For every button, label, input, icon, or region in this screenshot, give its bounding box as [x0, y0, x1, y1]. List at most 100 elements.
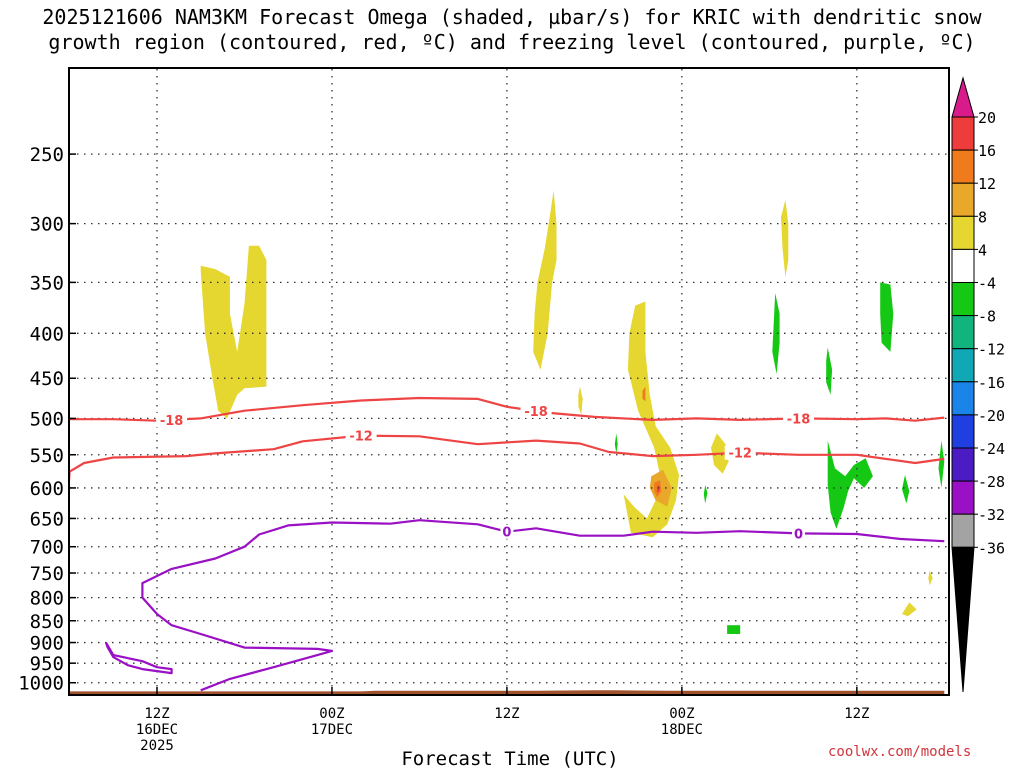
colorbar-swatch-6	[951, 282, 975, 317]
y-tick-label-1000: 1000	[18, 673, 64, 695]
omega-region-0	[200, 245, 267, 419]
colorbar-swatch-11	[951, 447, 975, 482]
contour-line-3	[104, 642, 173, 675]
colorbar-top-triangle	[951, 76, 975, 118]
x-tick-label-42-1: 18DEC	[661, 722, 703, 738]
omega-region-1	[533, 190, 557, 370]
x-tick-label-18-1: 17DEC	[311, 722, 353, 738]
x-tick-label-54-0: 12Z	[844, 706, 869, 722]
colorbar-swatch-1	[951, 116, 975, 151]
y-tick-label-800: 800	[30, 588, 64, 610]
y-tick-label-650: 650	[30, 508, 64, 530]
y-tick-label-300: 300	[30, 214, 64, 236]
colorbar-label-7: -12	[978, 341, 1005, 359]
colorbar-label-5: -4	[978, 275, 996, 293]
omega-region-6	[928, 570, 933, 586]
colorbar-label-10: -24	[978, 440, 1005, 458]
contour-label-1-0: -12	[349, 430, 373, 445]
omega-region-10	[657, 485, 660, 493]
contour-label-0-0: -18	[160, 414, 184, 429]
omega-region-18	[902, 475, 910, 504]
colorbar-swatch-12	[951, 480, 975, 515]
colorbar-swatch-9	[951, 381, 975, 416]
contour-label-bg-0-0	[156, 412, 188, 427]
contour-label-bg-1-0	[345, 428, 377, 443]
colorbar-label-8: -16	[978, 374, 1005, 392]
y-tick-label-600: 600	[30, 478, 64, 500]
contour-label-bg-0-2	[783, 411, 815, 426]
colorbar-label-0: 20	[978, 109, 996, 127]
colorbar-swatch-8	[951, 348, 975, 383]
colorbar-label-2: 12	[978, 175, 996, 193]
contour-label-bg-0-1	[520, 403, 552, 418]
x-tick-label-6-1: 16DEC	[136, 722, 178, 738]
contour-layer: -18 -18 -18 -12 -12 0 0	[67, 396, 945, 692]
colorbar-label-3: 8	[978, 208, 987, 226]
colorbar-swatch-10	[951, 414, 975, 449]
y-tick-label-900: 900	[30, 633, 64, 655]
chart-title-line-2: growth region (contoured, red, ºC) and f…	[48, 30, 976, 54]
colorbar-swatch-7	[951, 315, 975, 350]
contour-label-1-1: -12	[728, 447, 752, 462]
y-tick-label-700: 700	[30, 537, 64, 559]
contour-label-0-2: -18	[787, 412, 811, 427]
chart-title: 2025121606 NAM3KM Forecast Omega (shaded…	[0, 5, 1024, 55]
colorbar-label-1: 16	[978, 142, 996, 160]
colorbar-label-12: -32	[978, 506, 1005, 524]
contour-label-0-1: -18	[524, 405, 548, 420]
colorbar-label-11: -28	[978, 473, 1005, 491]
y-tick-label-450: 450	[30, 368, 64, 390]
contour-label-2-1: 0	[794, 527, 803, 542]
omega-region-17	[703, 484, 708, 504]
omega-region-14	[880, 282, 894, 352]
y-tick-label-850: 850	[30, 611, 64, 633]
colorbar-swatch-3	[951, 182, 975, 217]
x-tick-label-6-0: 12Z	[144, 706, 169, 722]
omega-region-16	[614, 433, 618, 454]
grid-layer	[70, 69, 948, 694]
omega-region-20	[727, 625, 741, 634]
source-credit: coolwx.com/models	[828, 744, 972, 760]
omega-region-13	[826, 347, 833, 395]
omega-region-11	[642, 386, 646, 402]
omega-region-19	[938, 440, 945, 488]
omega-region-2	[578, 386, 583, 415]
omega-region-5	[781, 200, 789, 277]
x-tick-label-18-0: 00Z	[319, 706, 344, 722]
colorbar-swatch-5	[951, 248, 975, 283]
colorbar-label-13: -36	[978, 539, 1005, 557]
x-axis-title: Forecast Time (UTC)	[401, 748, 618, 768]
contour-line-2	[141, 519, 945, 692]
x-tick-label-30-0: 12Z	[494, 706, 519, 722]
colorbar-swatch-13	[951, 513, 975, 548]
y-tick-label-750: 750	[30, 563, 64, 585]
x-tick-label-6-2: 2025	[140, 738, 174, 754]
colorbar-label-6: -8	[978, 308, 996, 326]
colorbar-label-4: 4	[978, 241, 987, 259]
contour-label-bg-1-1	[724, 445, 756, 460]
contour-label-bg-2-1	[792, 526, 806, 541]
y-tick-label-400: 400	[30, 323, 64, 345]
plot-frame	[68, 67, 950, 696]
colorbar-bottom-triangle	[951, 546, 975, 693]
colorbar-label-9: -20	[978, 407, 1005, 425]
y-tick-label-950: 950	[30, 653, 64, 675]
y-tick-label-500: 500	[30, 408, 64, 430]
y-tick-label-250: 250	[30, 144, 64, 166]
colorbar-swatch-4	[951, 215, 975, 250]
contour-label-bg-2-0	[500, 524, 514, 539]
y-axis: 2503003504004505005506006507007508008509…	[18, 144, 76, 695]
x-tick-label-42-0: 00Z	[669, 706, 694, 722]
contour-line-1	[67, 434, 945, 482]
chart-title-line-1: 2025121606 NAM3KM Forecast Omega (shaded…	[42, 5, 982, 29]
colorbar: 20 16 12 8 4 -4 -8 -12 -16 -20 -24 -28 -32 -36	[951, 76, 1005, 693]
omega-region-7	[902, 602, 917, 617]
omega-shading-layer	[200, 190, 945, 634]
colorbar-swatch-2	[951, 149, 975, 184]
omega-region-12	[772, 293, 780, 374]
contour-label-2-0: 0	[502, 526, 511, 541]
omega-region-15	[827, 440, 873, 529]
y-tick-label-550: 550	[30, 445, 64, 467]
